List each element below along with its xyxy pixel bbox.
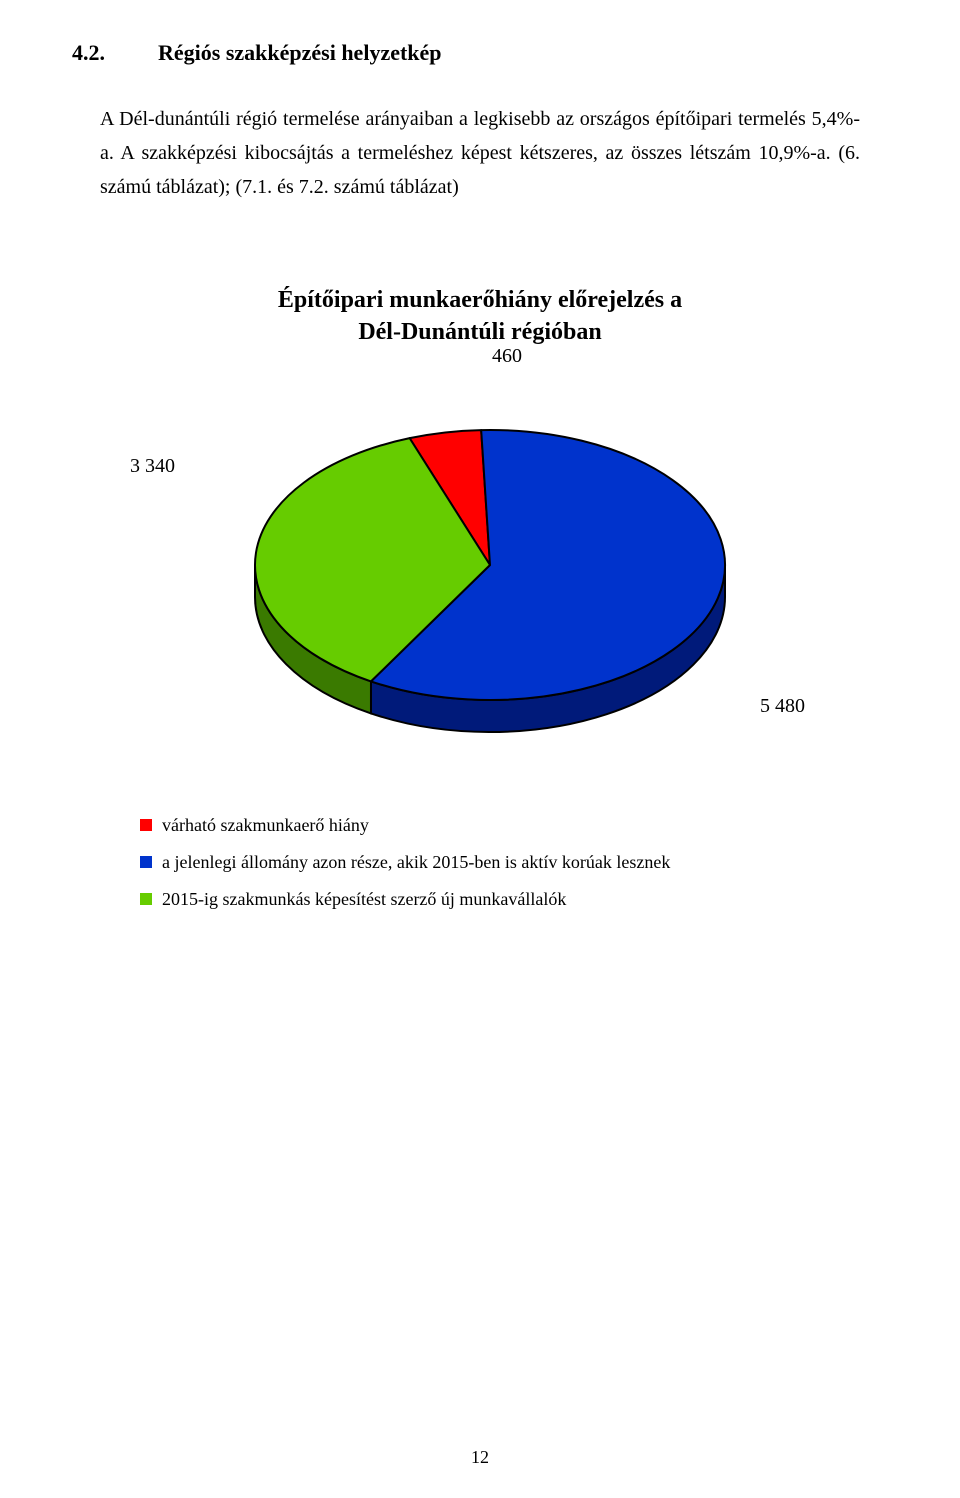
- pie-chart-container: Építőipari munkaerőhiány előrejelzés a D…: [140, 284, 820, 735]
- chart-area: 460 5 480 3 340: [140, 355, 820, 735]
- chart-title-line2: Dél-Dunántúli régióban: [358, 319, 601, 345]
- legend-item: a jelenlegi állomány azon része, akik 20…: [140, 852, 860, 873]
- legend-swatch: [140, 856, 152, 868]
- chart-legend: várható szakmunkaerő hiány a jelenlegi á…: [140, 815, 860, 910]
- legend-item: 2015-ig szakmunkás képesítést szerző új …: [140, 889, 860, 910]
- section-number: 4.2.: [100, 40, 158, 66]
- slice-label-5480: 5 480: [760, 695, 805, 718]
- slice-label-460: 460: [492, 345, 522, 368]
- legend-label: 2015-ig szakmunkás képesítést szerző új …: [162, 889, 566, 910]
- chart-title: Építőipari munkaerőhiány előrejelzés a D…: [140, 284, 820, 349]
- legend-label: várható szakmunkaerő hiány: [162, 815, 369, 836]
- section-heading: 4.2.Régiós szakképzési helyzetkép: [128, 40, 860, 66]
- page-number: 12: [0, 1447, 960, 1468]
- legend-swatch: [140, 893, 152, 905]
- pie-chart-svg: [140, 355, 820, 735]
- legend-swatch: [140, 819, 152, 831]
- chart-title-line1: Építőipari munkaerőhiány előrejelzés a: [278, 287, 682, 313]
- legend-item: várható szakmunkaerő hiány: [140, 815, 860, 836]
- body-paragraph: A Dél-dunántúli régió termelése arányaib…: [100, 102, 860, 204]
- section-title: Régiós szakképzési helyzetkép: [158, 40, 442, 65]
- slice-label-3340: 3 340: [130, 455, 175, 478]
- legend-label: a jelenlegi állomány azon része, akik 20…: [162, 852, 670, 873]
